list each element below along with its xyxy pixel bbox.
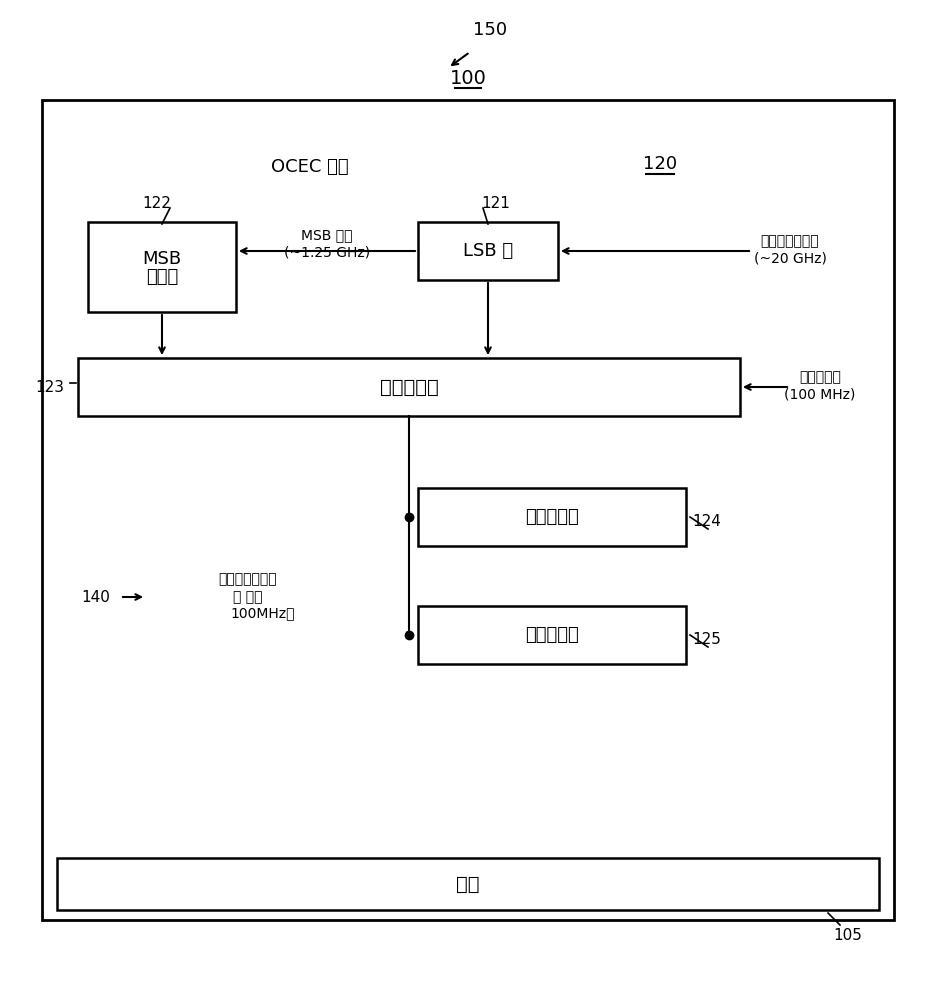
Bar (78, 358, 740, 416)
Text: 121: 121 (481, 196, 510, 212)
Bar (418, 222, 558, 280)
Text: 140: 140 (81, 589, 110, 604)
Text: MSB: MSB (142, 250, 182, 268)
Text: 100MHz）: 100MHz） (231, 606, 295, 620)
Text: 頻率估計器: 頻率估計器 (380, 377, 438, 396)
Text: 頻率監測器: 頻率監測器 (525, 508, 578, 526)
Bar (42, 100, 894, 920)
Text: 124: 124 (692, 514, 721, 530)
Text: (~1.25 GHz): (~1.25 GHz) (284, 246, 370, 260)
Text: 計數器: 計數器 (146, 268, 178, 286)
Text: 襯底: 襯底 (456, 874, 480, 894)
Text: (100 MHz): (100 MHz) (784, 388, 856, 402)
Text: OCEC 模塊: OCEC 模塊 (271, 158, 349, 176)
Bar (148, 432, 850, 762)
Text: 105: 105 (834, 928, 862, 942)
Text: 線性度測量: 線性度測量 (525, 626, 578, 644)
Text: LSB 環: LSB 環 (463, 242, 513, 260)
Text: （ 除以: （ 除以 (233, 590, 263, 604)
Text: 122: 122 (142, 196, 171, 212)
Bar (418, 606, 686, 664)
Bar (57, 858, 879, 910)
Text: 120: 120 (643, 155, 677, 173)
Text: 150: 150 (473, 21, 507, 39)
Text: 100: 100 (449, 68, 487, 88)
Text: MSB 時鐘: MSB 時鐘 (301, 228, 353, 242)
Bar (418, 488, 686, 546)
Text: 序列器時鐘: 序列器時鐘 (799, 370, 841, 384)
Bar (68, 142, 868, 652)
Text: 合成器輸出時鐘: 合成器輸出時鐘 (761, 234, 819, 248)
Text: (~20 GHz): (~20 GHz) (753, 252, 826, 266)
Text: 125: 125 (692, 633, 721, 648)
Text: 估計的時鐘頻率: 估計的時鐘頻率 (219, 572, 277, 586)
Bar (88, 222, 236, 312)
Text: 123: 123 (35, 379, 64, 394)
